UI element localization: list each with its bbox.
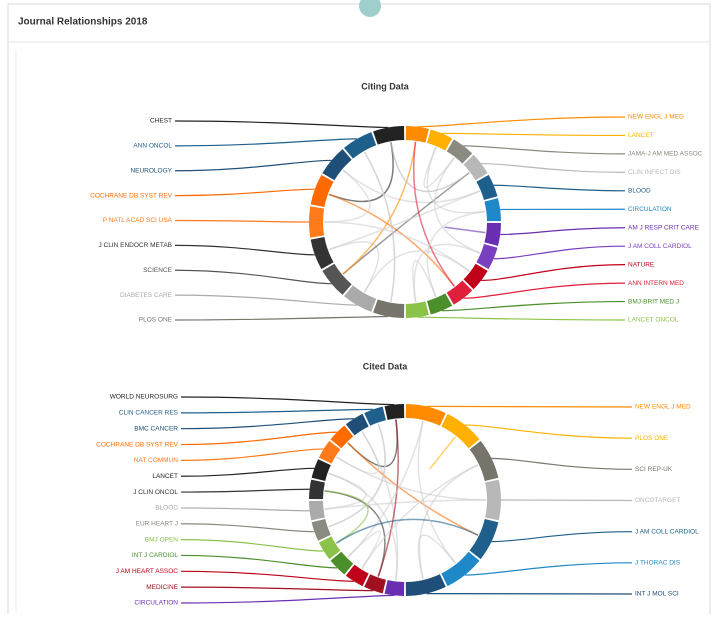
ring-segment (485, 480, 501, 521)
journal-label: CLIN CANCER RES (119, 410, 179, 417)
journal-label: CIRCULATION (134, 600, 178, 607)
journal-label: LANCET (628, 132, 654, 139)
journal-label: J AM COLL CARDIOL (635, 528, 699, 535)
journal-label: J AM HEART ASSOC (116, 568, 179, 575)
journal-label: BLOOD (628, 188, 651, 195)
journal-label: J THORAC DIS (635, 560, 681, 567)
journal-label: MEDICINE (146, 584, 178, 591)
ring-segment (406, 301, 429, 318)
journal-label: INT J MOL SCI (635, 591, 679, 598)
ring-segment (385, 580, 405, 596)
leader-line (501, 500, 632, 501)
journal-label: ONCOTARGET (635, 497, 680, 504)
journal-label: BLOOD (155, 505, 178, 512)
journal-label: SCIENCE (143, 267, 173, 274)
journal-label: PLOS ONE (635, 435, 669, 442)
journal-label: COCHRANE DB SYST REV (90, 192, 173, 199)
journal-label: LANCET (152, 473, 178, 480)
journal-label: NEW ENGL J MED (628, 114, 684, 121)
ring-segment (309, 206, 324, 237)
journal-label: ANN INTERN MED (628, 280, 684, 287)
panel-title: Journal Relationships 2018 (18, 17, 148, 28)
journal-label: BMC CANCER (134, 425, 178, 432)
journal-label: PLOS ONE (139, 317, 173, 324)
journal-label: LANCET ONCOL (628, 317, 679, 324)
ring-segment (309, 501, 325, 521)
journal-label: DIABETES CARE (120, 292, 173, 299)
journal-label: COCHRANE DB SYST REV (96, 441, 179, 448)
journal-label: CIRCULATION (628, 206, 672, 213)
journal-label: J AM COLL CARDIOL (628, 243, 692, 250)
journal-label: WORLD NEUROSURG (110, 394, 178, 401)
journal-label: INT J CARDIOL (132, 552, 178, 559)
journal-label: AM J RESP CRIT CARE (628, 224, 700, 231)
journal-label: NEUROLOGY (130, 167, 172, 174)
journal-label: SCI REP-UK (635, 466, 673, 473)
ring-segment (484, 223, 501, 246)
journal-label: CLIN INFECT DIS (628, 169, 681, 176)
journal-label: NAT COMMUN (134, 457, 178, 464)
journal-label: P NATL ACAD SCI USA (103, 217, 173, 224)
ring-segment (484, 198, 501, 221)
ring-segment (309, 480, 325, 500)
journal-label: JAMA-J AM MED ASSOC (628, 151, 703, 158)
journal-label: ANN ONCOL (133, 143, 172, 150)
journal-label: CHEST (150, 118, 172, 125)
journal-label: J CLIN ENDOCR METAB (98, 242, 172, 249)
ring-segment (406, 126, 429, 143)
leader-line (426, 406, 632, 407)
journal-label: BMJ OPEN (145, 536, 179, 543)
journal-label: J CLIN ONCOL (133, 489, 178, 496)
panel (8, 4, 710, 614)
ring-segment (385, 404, 405, 420)
journal-label: NATURE (628, 261, 655, 268)
journal-label: NEW ENGL J MED (635, 404, 691, 411)
diagram-title: Citing Data (361, 81, 409, 91)
journal-label: EUR HEART J (136, 520, 178, 527)
journal-label: BMJ-BRIT MED J (628, 298, 679, 305)
diagram-title: Cited Data (363, 361, 409, 371)
